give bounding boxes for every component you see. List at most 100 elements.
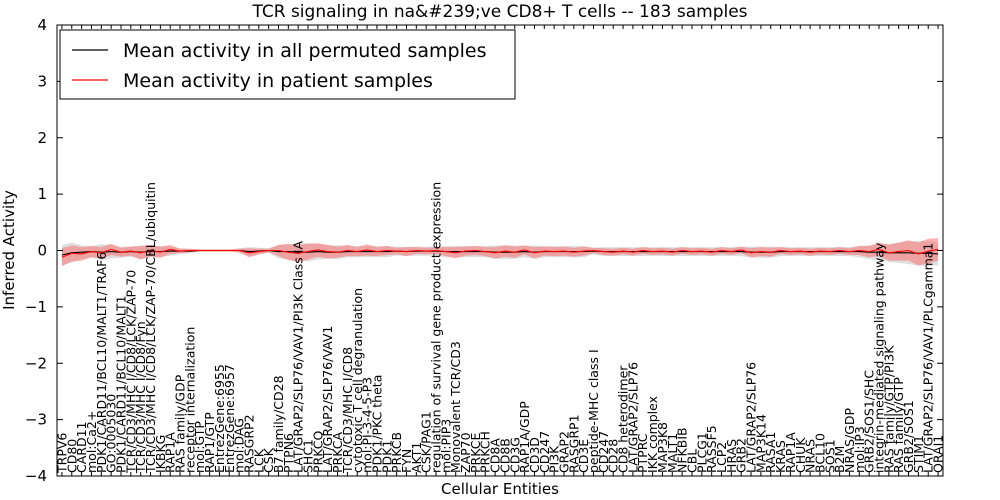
- x-tick-label: PLCG1: [694, 432, 709, 473]
- y-tick-label: 1: [37, 185, 47, 203]
- y-axis-label: Inferred Activity: [0, 190, 18, 310]
- x-tick-label: PDK1/PKC theta: [369, 375, 384, 473]
- x-tick-label: MALT1: [665, 433, 680, 473]
- x-tick-label: GRB2: [734, 438, 749, 473]
- x-tick-label: ZAP70: [458, 432, 473, 473]
- x-tick-label: CD3G: [507, 437, 522, 473]
- x-tick-label: RASSF5: [704, 425, 719, 473]
- y-tick-label: 2: [37, 129, 47, 147]
- x-tick-label: RAP1A: [783, 432, 798, 473]
- legend-box: [59, 29, 516, 100]
- x-tick-label: FYN: [399, 449, 414, 473]
- y-tick-label: −2: [25, 354, 47, 372]
- x-tick-label: PDK1: [379, 440, 394, 473]
- x-tick-label: LCK: [251, 448, 266, 473]
- x-tick-label: CSK: [261, 447, 276, 473]
- x-tick-label: NRAS/GDP: [842, 407, 857, 473]
- x-tick-label: PRKCQ: [310, 431, 325, 473]
- series-line-1: [61, 248, 939, 258]
- x-tick-label: LAT/GRAP2/SLP76/VAV1: [320, 326, 335, 473]
- x-tick-label: EntrezGene:6955: [212, 364, 227, 473]
- x-tick-label: CARD11: [74, 422, 89, 474]
- x-tick-label: HRAS: [724, 439, 739, 473]
- x-tick-label: RAS family/GDP: [173, 374, 188, 473]
- x-tick-label: IKBKG: [153, 435, 168, 473]
- y-tick-label: −4: [25, 467, 47, 485]
- x-tick-label: RASGRP2: [242, 414, 257, 473]
- x-tick-label: mol:GTP: [192, 421, 207, 473]
- legend: Mean activity in all permuted samples Me…: [59, 29, 516, 100]
- x-tick-label: Monovalent TCR/CD3: [448, 341, 463, 473]
- x-tick-label: CD247: [596, 431, 611, 473]
- x-tick-label: GRAP2: [557, 431, 572, 473]
- x-tick-label: RAS family/GTP: [891, 377, 906, 473]
- x-tick-label: RAS family/GTP/PI3K: [881, 345, 896, 473]
- x-tick-label: LAT/GRAP2/SLP76: [744, 362, 759, 473]
- x-tick-label: CD80: [64, 439, 79, 473]
- plot-frame: [56, 24, 944, 477]
- x-tick-label: NFKBIB: [675, 427, 690, 473]
- x-tick-label: CSK/PAG1: [419, 411, 434, 473]
- x-tick-label: KRAS: [773, 440, 788, 473]
- x-tick-label: B2M: [832, 446, 847, 473]
- x-tick-label: CD247: [537, 431, 552, 473]
- x-tick-label: PTPN6: [281, 433, 296, 473]
- x-tick-label: B7 family/CD28: [271, 375, 286, 473]
- y-tick-label: 4: [37, 16, 47, 34]
- y-tick-label: 3: [37, 72, 47, 90]
- y-tick-label: −1: [25, 298, 47, 316]
- y-tick-label: 0: [37, 242, 47, 260]
- chart-title: TCR signaling in na&#239;ve CD8+ T cells…: [251, 2, 747, 22]
- x-tick-label: RAP1/GTP: [202, 412, 217, 473]
- x-tick-label: CBL: [685, 449, 700, 473]
- x-tick-label: RASGRP1: [566, 414, 581, 473]
- x-tick-label: SHC1: [301, 439, 316, 473]
- x-tick-label: CD8B: [497, 438, 512, 473]
- x-tick-label: GO:0005030: [104, 394, 119, 473]
- x-tick-label: PRKCA: [330, 432, 345, 473]
- x-tick-label: mol:PI-3-4-5-P3: [360, 377, 375, 473]
- x-tick-label: GRB2/SOS1: [901, 400, 916, 473]
- x-tick-label: LCP2: [714, 442, 729, 473]
- y-tick-label: −3: [25, 411, 47, 429]
- x-tick-label: cytotoxic T cell degranulation: [350, 288, 365, 473]
- x-tick-label: mol:DAG: [232, 418, 247, 473]
- x-tick-label: IKK complex: [645, 396, 660, 473]
- x-tick-label: TCR/CD3/MHC I/CD8/LCK/ZAP-70/CBL/ubiquit…: [143, 182, 158, 474]
- x-tick-label: EntrezGene:6957: [222, 364, 237, 473]
- x-tick-label: mol:Ca2+: [84, 411, 99, 473]
- x-tick-label: mol:IP3: [852, 426, 867, 473]
- x-tick-label: regulation of survival gene product expr…: [429, 182, 444, 473]
- x-tick-label: CD3D: [527, 437, 542, 473]
- x-tick-label: GRB2/SOS1/SHC: [862, 370, 877, 473]
- x-tick-label: PRKCB: [389, 432, 404, 473]
- x-tick-label: TCR/CD3/MHC I/CD8: [340, 347, 355, 474]
- legend-label-patient: Mean activity in patient samples: [123, 70, 433, 92]
- x-tick-label: CD8 heterodimer: [616, 365, 631, 473]
- x-tick-label: integrin-mediated signaling pathway: [872, 242, 887, 473]
- x-tick-label: LAT/GRAP2/SLP76/VAV1/PI3K Class IA: [291, 241, 306, 473]
- x-tick-label: PDK1/CARD11/BCL10/MALT1: [114, 295, 129, 473]
- x-tick-label: LAT/GRAP2/SLP76: [625, 362, 640, 473]
- x-tick-label: TRPV6: [54, 433, 69, 474]
- x-tick-label: BCL10: [812, 433, 827, 473]
- x-tick-label: NRAS: [803, 439, 818, 473]
- x-tick-label: AKT1: [409, 442, 424, 473]
- x-tick-label: PTPRC: [635, 433, 650, 473]
- x-tick-label: RAP1A/GDP: [517, 401, 532, 473]
- x-tick-label: RAP1A: [163, 432, 178, 473]
- x-tick-label: PDK1/CARD11/BCL10/MALT1/TRAF6: [94, 252, 109, 473]
- legend-label-permuted: Mean activity in all permuted samples: [123, 40, 486, 62]
- x-tick-label: CHUK: [793, 437, 808, 473]
- x-tick-label: TCR/CD3/MHC I/CD8/Fyn: [133, 321, 148, 474]
- x-tick-label: SOS1: [822, 439, 837, 473]
- x-tick-label: RASA1: [763, 432, 778, 473]
- x-tick-label: peptide-MHC class I: [586, 349, 601, 473]
- x-tick-label: PI3K: [547, 445, 562, 473]
- x-tick-label: PRKCE: [468, 433, 483, 473]
- x-tick-label: CD28: [606, 439, 621, 473]
- x-tick-label: MAP3K8: [655, 422, 670, 473]
- x-axis-label: Cellular Entities: [441, 480, 559, 498]
- x-tick-label: LAT/GRAP2/SLP76/VAV1/PLCgamma1: [921, 243, 936, 473]
